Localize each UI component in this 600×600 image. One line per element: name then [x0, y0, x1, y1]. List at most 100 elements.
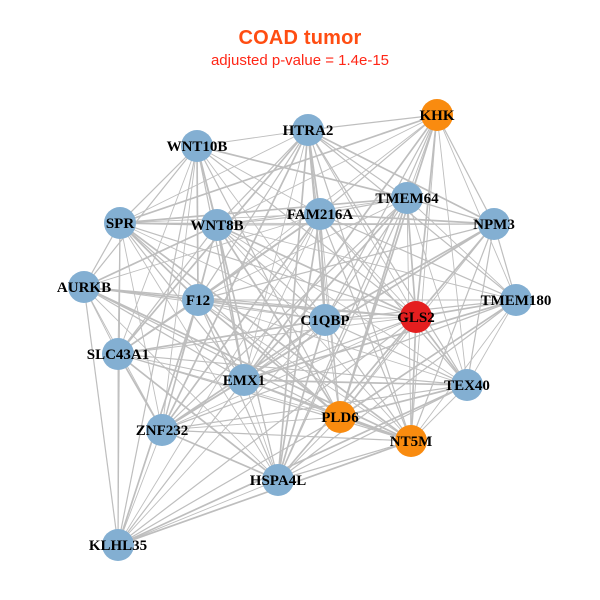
edge-FAM216A-TEX40 [319, 213, 468, 386]
edge-WNT10B-EMX1 [196, 145, 245, 381]
edge-WNT10B-C1QBP [196, 145, 326, 321]
node-label-SPR: SPR [106, 216, 135, 232]
node-labels: KHK HTRA2 WNT10B TMEM64 NPM3 SPR WNT8B FAM216A A… [57, 108, 552, 554]
edge-SPR-PLD6 [119, 222, 341, 418]
edge-GLS2-SLC43A1 [117, 316, 417, 355]
edge-TMEM180-TEX40 [466, 299, 517, 386]
edge-KHK-FAM216A [319, 114, 438, 215]
edge-ZNF232-KLHL35 [117, 429, 163, 546]
node-label-WNT8B: WNT8B [190, 218, 243, 234]
node-label-FAM216A: FAM216A [287, 207, 354, 223]
edge-KHK-SPR [119, 114, 438, 224]
node-label-KHK: KHK [419, 108, 454, 124]
edge-TMEM64-HSPA4L [277, 197, 408, 481]
edge-KHK-NT5M [410, 114, 438, 442]
node-FAM216A [304, 198, 336, 230]
node-TMEM64 [391, 182, 423, 214]
edge-ZNF232-HSPA4L [161, 429, 279, 481]
edge-TMEM64-F12 [197, 197, 408, 301]
edge-AURKB-EMX1 [83, 286, 245, 381]
edge-TMEM64-EMX1 [243, 197, 408, 381]
node-EMX1 [228, 364, 260, 396]
node-AURKB [68, 271, 100, 303]
edge-WNT10B-FAM216A [196, 145, 321, 215]
edge-GLS2-HSPA4L [277, 316, 417, 481]
edge-HTRA2-ZNF232 [161, 129, 309, 431]
edge-WNT8B-NT5M [216, 224, 412, 442]
edge-TMEM180-ZNF232 [161, 299, 517, 431]
edge-F12-ZNF232 [161, 299, 199, 431]
edge-TMEM64-TMEM180 [406, 197, 517, 301]
edge-FAM216A-C1QBP [319, 213, 326, 321]
node-F12 [182, 284, 214, 316]
edge-TEX40-ZNF232 [161, 384, 468, 431]
node-KHK [421, 99, 453, 131]
edge-SPR-F12 [119, 222, 199, 301]
edge-C1QBP-TEX40 [324, 319, 468, 386]
edge-WNT8B-SLC43A1 [117, 224, 218, 355]
edge-FAM216A-KLHL35 [117, 213, 321, 546]
node-TMEM180 [500, 284, 532, 316]
node-WNT10B [181, 130, 213, 162]
edge-lines [83, 114, 517, 546]
edge-NPM3-C1QBP [324, 223, 495, 321]
edge-TMEM180-EMX1 [243, 299, 517, 381]
node-SPR [104, 207, 136, 239]
edge-NPM3-TEX40 [466, 223, 495, 386]
edge-WNT8B-TMEM180 [216, 224, 517, 301]
edge-AURKB-NT5M [83, 286, 412, 442]
edge-NPM3-FAM216A [319, 213, 495, 225]
plot-header: COAD tumor adjusted p-value = 1.4e-15 [0, 26, 600, 71]
edge-KHK-HTRA2 [307, 114, 438, 131]
edge-FAM216A-TMEM180 [319, 213, 517, 301]
edge-SPR-HSPA4L [119, 222, 279, 481]
edge-SLC43A1-HSPA4L [117, 353, 279, 481]
edge-SPR-C1QBP [119, 222, 326, 321]
edge-EMX1-ZNF232 [161, 379, 245, 431]
node-label-TEX40: TEX40 [444, 378, 490, 394]
node-ZNF232 [146, 414, 178, 446]
node-label-EMX1: EMX1 [223, 373, 266, 389]
edge-TMEM180-PLD6 [339, 299, 517, 418]
edge-WNT10B-AURKB [83, 145, 198, 288]
edge-TEX40-HSPA4L [277, 384, 468, 481]
edge-WNT10B-SLC43A1 [117, 145, 198, 355]
node-label-TMEM64: TMEM64 [375, 191, 439, 207]
edge-TEX40-PLD6 [339, 384, 468, 418]
edge-HTRA2-WNT10B [196, 129, 309, 147]
node-TEX40 [451, 369, 483, 401]
node-label-ZNF232: ZNF232 [136, 423, 189, 439]
edge-HTRA2-NPM3 [307, 129, 495, 225]
edge-C1QBP-HSPA4L [277, 319, 326, 481]
edge-WNT10B-TMEM64 [196, 145, 408, 199]
edge-AURKB-PLD6 [83, 286, 341, 418]
edge-EMX1-KLHL35 [117, 379, 245, 546]
edge-HSPA4L-KLHL35 [117, 479, 279, 546]
edge-GLS2-EMX1 [243, 316, 417, 381]
edge-FAM216A-AURKB [83, 213, 321, 288]
node-label-NPM3: NPM3 [473, 217, 515, 233]
node-label-AURKB: AURKB [57, 280, 111, 296]
node-HTRA2 [292, 114, 324, 146]
node-label-WNT10B: WNT10B [167, 139, 228, 155]
plot-title: COAD tumor [238, 27, 362, 49]
edge-KHK-EMX1 [243, 114, 438, 381]
edge-NT5M-KLHL35 [117, 440, 412, 546]
edge-C1QBP-SLC43A1 [117, 319, 326, 355]
node-label-TMEM180: TMEM180 [481, 293, 552, 309]
node-GLS2 [400, 301, 432, 333]
edge-EMX1-HSPA4L [243, 379, 279, 481]
edge-GLS2-TMEM180 [415, 299, 517, 318]
node-label-NT5M: NT5M [390, 434, 433, 450]
edge-FAM216A-ZNF232 [161, 213, 321, 431]
edge-FAM216A-EMX1 [243, 213, 321, 381]
edge-GLS2-ZNF232 [161, 316, 417, 431]
edge-HTRA2-F12 [197, 129, 309, 301]
edge-WNT8B-PLD6 [216, 224, 341, 418]
node-NPM3 [478, 208, 510, 240]
edge-F12-SLC43A1 [117, 299, 199, 355]
node-label-F12: F12 [186, 293, 210, 309]
edge-TMEM64-GLS2 [406, 197, 417, 318]
edge-WNT10B-ZNF232 [161, 145, 198, 431]
